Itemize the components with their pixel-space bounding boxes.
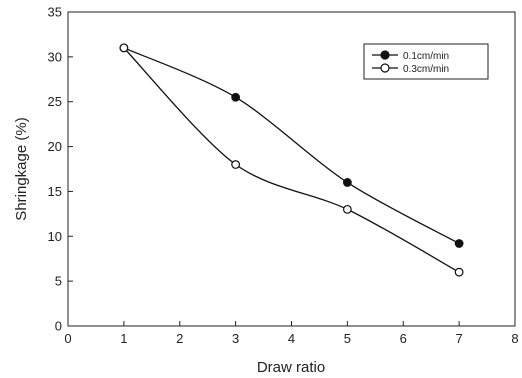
series-2-point: [119, 43, 129, 53]
x-tick-label: 2: [176, 331, 183, 346]
x-tick-label: 3: [232, 331, 239, 346]
x-tick-label: 8: [511, 331, 518, 346]
y-tick-label: 25: [48, 94, 62, 109]
y-tick-label: 30: [48, 49, 62, 64]
y-tick-label: 0: [55, 319, 62, 334]
y-tick-label: 15: [48, 184, 62, 199]
series-1-point: [231, 92, 241, 102]
x-axis-ticks: 0 1 2 3 4 5 6 7 8: [64, 321, 519, 346]
y-tick-label: 20: [48, 139, 62, 154]
series-layer: [119, 43, 464, 277]
y-tick-label: 10: [48, 229, 62, 244]
series-line-2: [123, 47, 460, 273]
series-line-1: [123, 47, 460, 245]
y-axis-label: Shringkage (%): [13, 117, 30, 220]
x-tick-label: 4: [288, 331, 295, 346]
x-tick-label: 7: [456, 331, 463, 346]
series-1-point: [342, 178, 352, 187]
series-2-point: [454, 267, 464, 277]
legend-box: [363, 43, 489, 80]
legend-label-series-1: 0.1cm/min: [403, 51, 449, 62]
series-2-point: [342, 204, 352, 214]
series-1-point: [454, 239, 464, 248]
x-tick-label: 0: [64, 331, 71, 346]
y-tick-label: 5: [55, 274, 62, 289]
x-tick-label: 1: [120, 331, 127, 346]
x-tick-label: 6: [400, 331, 407, 346]
x-axis-label: Draw ratio: [257, 359, 325, 376]
legend-marker-series-2: [380, 63, 390, 73]
legend-label-series-2: 0.3cm/min: [403, 64, 449, 75]
legend-marker-series-1: [380, 50, 390, 60]
y-axis-ticks: 0 5 10 15 20 25 30 35: [48, 5, 73, 334]
legend: 0.1cm/min 0.3cm/min: [363, 43, 489, 80]
x-tick-label: 5: [344, 331, 351, 346]
series-2-point: [231, 160, 241, 169]
y-tick-label: 35: [48, 5, 62, 20]
